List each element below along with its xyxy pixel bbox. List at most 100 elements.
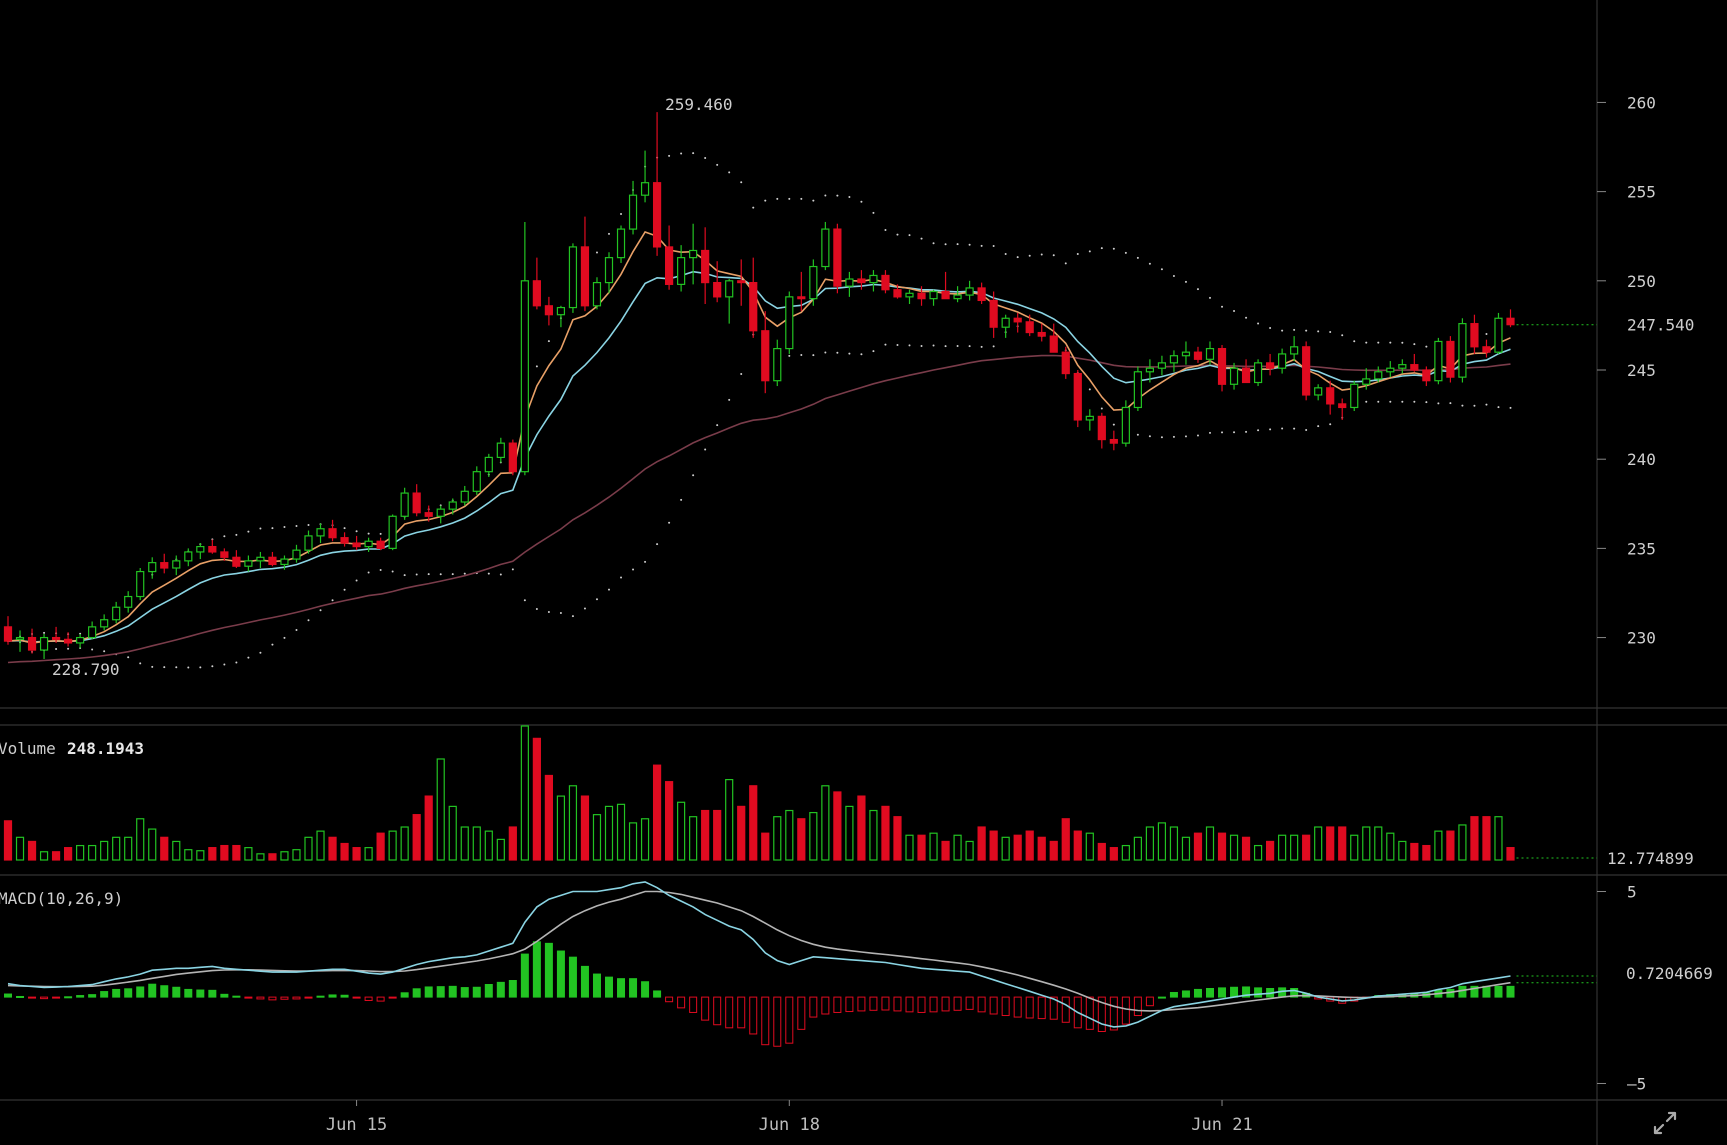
upper-band-dot [1377,341,1380,344]
lower-band-dot [439,573,442,576]
macd-hist-down [1133,996,1142,1017]
macd-hist-up [472,986,481,998]
price-tick-label: 240 [1627,450,1656,469]
lower-band-dot [1184,435,1187,438]
upper-band-dot [535,365,538,368]
candle-up [1133,371,1142,409]
macd-hist-up [1290,987,1299,998]
lower-band-dot [1160,436,1163,439]
macd-hist-up [112,988,121,998]
upper-band-dot [752,206,755,209]
candle-up [1169,355,1179,364]
candle-down [424,512,433,517]
macd-hist-up [460,987,469,998]
lower-band-dot [427,573,430,576]
volume-bar-down [1338,826,1347,861]
lower-band-dot [199,666,202,669]
candle-down [1073,372,1082,421]
lower-band-dot [523,599,526,602]
candle-up [76,636,85,644]
macd-hist-up [184,988,193,998]
upper-band-dot [1413,343,1416,346]
candle-down [881,274,890,291]
volume-bar-down [652,764,662,861]
candle-up [905,292,914,298]
upper-band-dot [367,532,370,535]
lower-band-dot [788,354,791,357]
upper-band-dot [1353,340,1356,343]
candle-up [256,556,265,562]
x-tick-label: Jun 21 [1191,1115,1252,1135]
volume-bar-up [1169,826,1179,861]
macd-hist-up [400,992,409,998]
macd-hist-down [749,996,758,1035]
macd-hist-up [100,991,109,998]
upper-band-dot [728,171,731,174]
volume-bar-down [27,840,37,861]
lower-band-dot [463,572,466,575]
lower-band-dot [1100,407,1103,410]
volume-bar-down [232,844,241,861]
macd-hist-down [665,996,674,1003]
lower-band-dot [932,344,935,347]
macd-hist-down [845,996,854,1013]
macd-hist-up [1254,987,1263,998]
candle-up [124,595,133,608]
lower-band-dot [415,573,418,576]
volume-bar-down [1037,836,1046,861]
volume-bar-up [184,849,193,861]
volume-bar-up [965,840,974,861]
lower-band-dot [319,609,322,612]
candle-up [1458,323,1467,378]
lower-band-dot [223,663,226,666]
upper-band-dot [668,154,671,157]
lower-band-dot [379,569,382,572]
upper-band-dot [1305,329,1308,332]
upper-band-dot [860,200,863,203]
upper-band-dot [1076,253,1079,256]
lower-band-dot [644,560,647,563]
macd-hist-down [941,996,950,1012]
candle-up [184,551,193,562]
upper-band-dot [608,232,610,235]
upper-band-dot [896,233,899,236]
volume-bar-up [929,832,938,861]
macd-hist-down [929,996,938,1013]
upper-band-dot [980,244,983,247]
candle-up [1157,362,1167,369]
candle-down [1061,351,1070,375]
expand-icon[interactable] [1652,1110,1678,1136]
lower-band-dot [1473,404,1476,407]
upper-band-dot [788,197,791,200]
volume-bar-down [893,816,902,861]
candle-up [1229,367,1239,385]
macd-hist-down [881,996,890,1011]
macd-hist-down [28,996,37,999]
lower-band-dot [583,607,586,610]
upper-band-dot [595,251,598,254]
macd-hist-down [905,996,914,1013]
candle-down [761,330,770,382]
macd-hist-up [424,986,433,998]
lower-band-dot [535,607,538,610]
candle-down [532,280,541,307]
candle-down [737,280,746,284]
lower-band-dot [175,666,178,669]
volume-bar-up [112,836,121,861]
lower-band-dot [848,352,851,355]
upper-band-dot [271,527,274,530]
volume-bar-down [1446,830,1455,861]
volume-bar-down [580,795,590,861]
macd-hist-up [4,993,12,998]
volume-bar-up [124,836,133,861]
lower-band-dot [1269,428,1272,431]
upper-band-dot [884,229,887,232]
upper-band-dot [247,530,250,533]
candle-up [436,508,445,517]
upper-band-dot [1257,322,1260,325]
macd-hist-down [304,996,313,999]
upper-band-dot [704,157,707,160]
lower-band-dot [163,666,166,669]
price-candles [3,112,1515,659]
